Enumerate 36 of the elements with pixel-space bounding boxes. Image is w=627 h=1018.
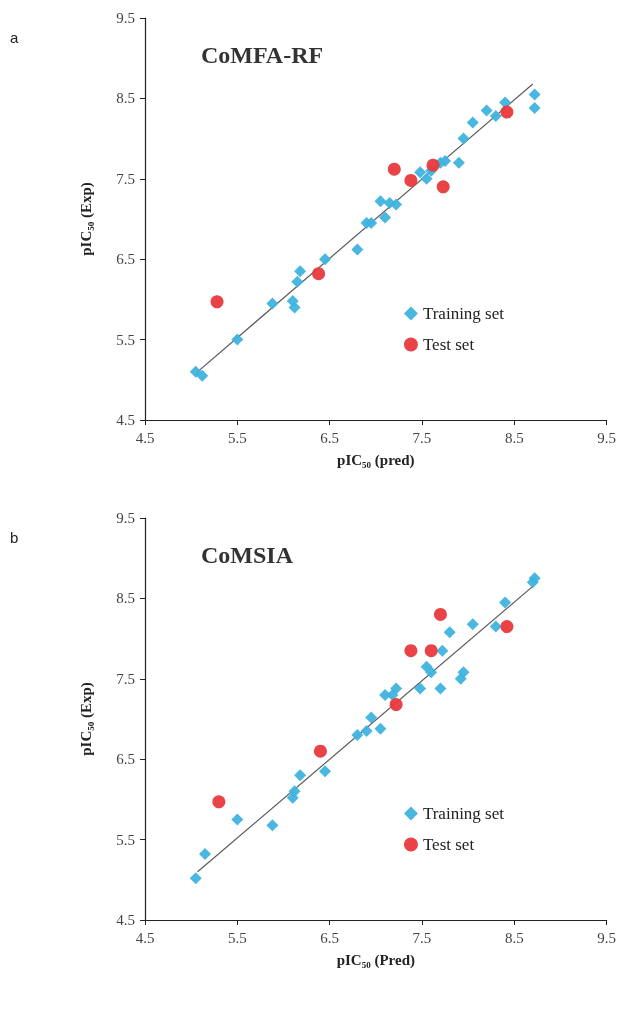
- x-tick-label: 7.5: [412, 429, 432, 446]
- y-axis-title: pIC₅₀ (Exp): [77, 682, 95, 756]
- y-tick-label: 9.5: [116, 510, 135, 526]
- text: CoMFA-RF: [201, 42, 324, 68]
- y-tick-label: 8.5: [116, 90, 135, 107]
- x-tick-label: 7.5: [412, 929, 432, 946]
- y-tick-label: 6.5: [116, 251, 135, 268]
- x-axis-title: pIC₅₀ (pred): [337, 451, 415, 469]
- x-axis-title: pIC₅₀ (Pred): [336, 951, 415, 969]
- x-tick-label: 4.5: [135, 929, 155, 946]
- y-axis-title: pIC₅₀ (Exp): [77, 182, 95, 256]
- x-tick-label: 5.5: [227, 429, 247, 446]
- y-tick-label: 9.5: [116, 10, 135, 26]
- x-tick-label: 9.5: [597, 429, 616, 446]
- x-tick-label: 4.5: [135, 429, 155, 446]
- text: b: [10, 529, 19, 546]
- legend-label: Test set: [422, 335, 475, 354]
- text: CoMSIA: [201, 542, 294, 568]
- y-tick-label: 5.5: [116, 831, 135, 848]
- y-tick-label: 6.5: [116, 751, 135, 768]
- legend-label: Training set: [422, 304, 505, 323]
- y-tick-label: 7.5: [116, 170, 135, 187]
- legend-label: Test set: [422, 835, 475, 854]
- legend-label: Training set: [422, 804, 505, 823]
- x-tick-label: 8.5: [504, 429, 524, 446]
- y-tick-label: 4.5: [116, 912, 135, 928]
- x-tick-label: 9.5: [597, 929, 616, 946]
- x-tick-label: 6.5: [320, 429, 340, 446]
- y-tick-label: 5.5: [116, 331, 135, 348]
- x-tick-label: 6.5: [320, 929, 340, 946]
- y-tick-label: 7.5: [116, 670, 135, 687]
- y-tick-label: 4.5: [116, 412, 135, 428]
- x-tick-label: 8.5: [504, 929, 524, 946]
- x-tick-label: 5.5: [227, 929, 247, 946]
- y-tick-label: 8.5: [116, 590, 135, 607]
- text: a: [10, 29, 19, 46]
